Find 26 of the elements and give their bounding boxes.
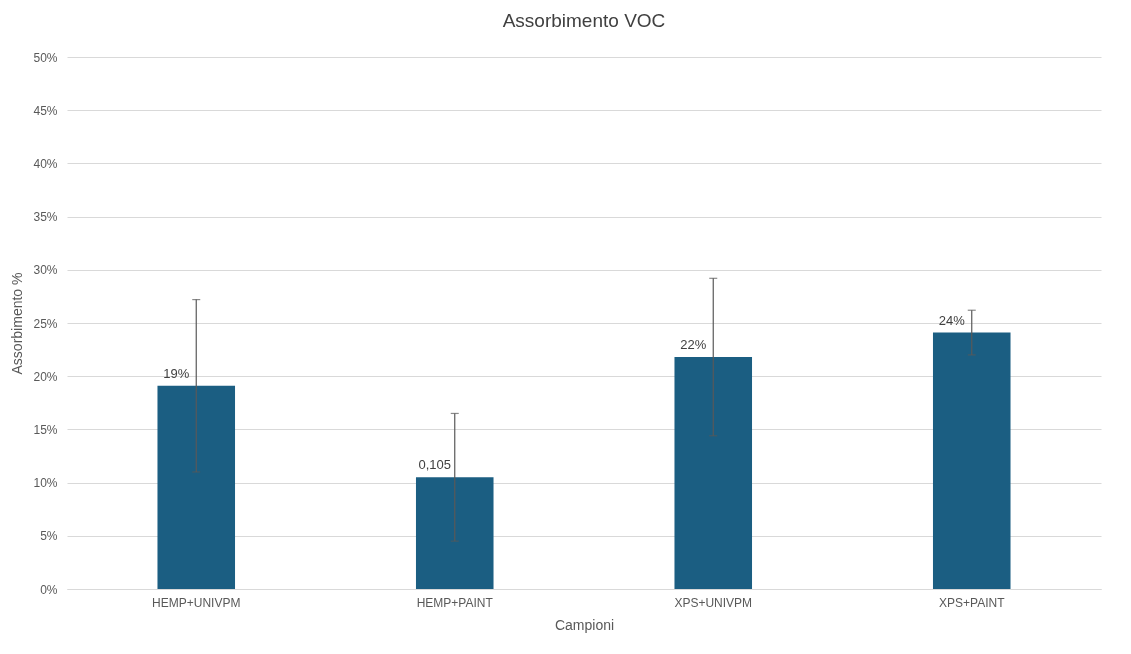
y-tick-label: 15% (33, 422, 58, 437)
chart-title: Assorbimento VOC (502, 10, 666, 31)
y-tick-label: 10% (33, 476, 58, 491)
x-tick-label: XPS+UNIVPM (674, 595, 753, 610)
y-tick-label: 20% (33, 369, 58, 384)
y-tick-label: 0% (40, 582, 58, 597)
x-axis-title: Campioni (554, 616, 615, 633)
bar (157, 385, 236, 589)
y-tick-label: 5% (40, 529, 58, 544)
annotation: 0,105 (418, 457, 452, 473)
x-tick-label: XPS+PAINT (939, 595, 1006, 610)
y-tick-label: 25% (33, 316, 58, 331)
bar (415, 477, 494, 589)
y-tick-label: 45% (33, 103, 58, 118)
bar (932, 332, 1011, 589)
y-tick-label: 40% (33, 156, 58, 171)
y-axis-title: Assorbimento % (9, 272, 26, 375)
data-label: 19% (163, 365, 190, 381)
data-label: 24% (938, 312, 966, 328)
bar (674, 357, 753, 589)
x-tick-label: HEMP+PAINT (416, 595, 494, 610)
y-tick-label: 50% (33, 50, 58, 65)
x-tick-label: HEMP+UNIVPM (152, 595, 241, 610)
data-label: 22% (680, 337, 707, 353)
y-tick-label: 35% (33, 210, 58, 225)
y-tick-label: 30% (33, 263, 58, 278)
